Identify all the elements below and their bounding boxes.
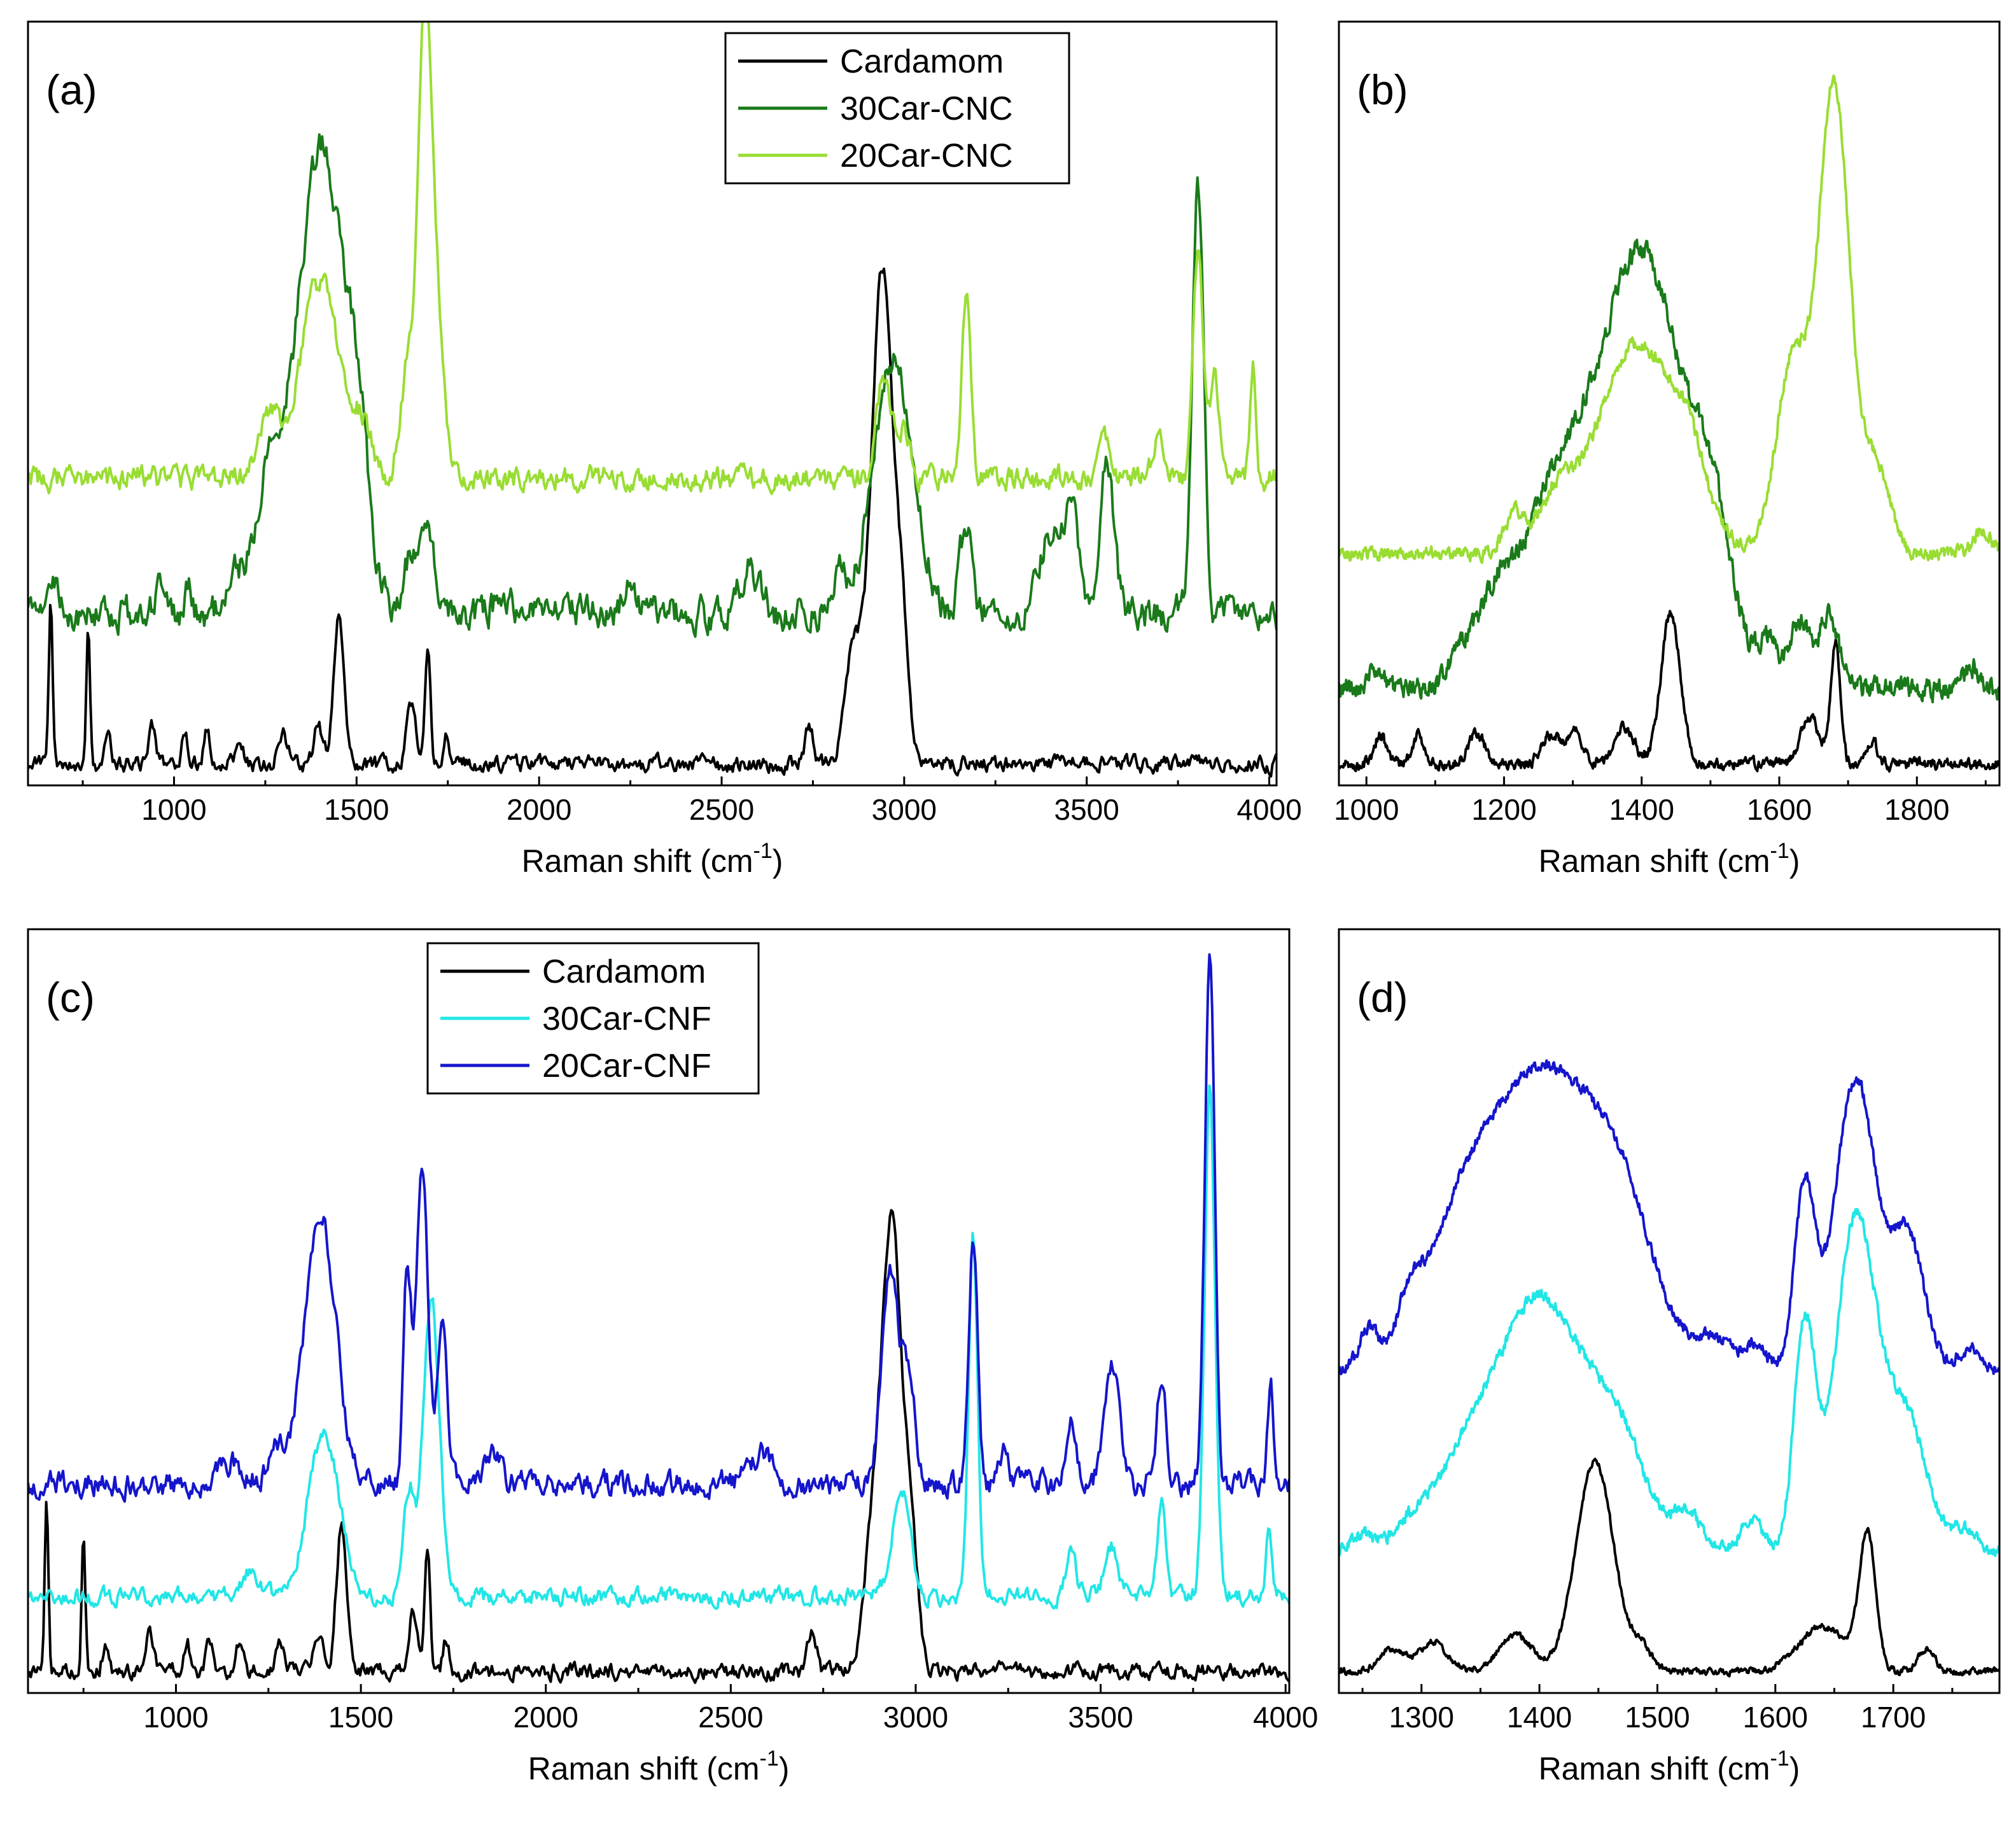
x-axis-label-text: Raman shift (cm	[1539, 843, 1770, 879]
x-axis-label-superscript: -1	[753, 839, 773, 863]
x-axis-label-text: Raman shift (cm	[522, 843, 753, 879]
panel-b: 1000 1200 1400 1600 1800 Raman shift (cm-1) (b…	[1334, 20, 2001, 879]
legend-entry: 30Car-CNF	[542, 1001, 711, 1037]
panel-c: 1000 1500 2000 2500 3000 3500 4000 Raman shift …	[27, 928, 1318, 1787]
x-tick-label-a: 1000	[141, 793, 206, 826]
x-axis-label-c: Raman shift (cm-1)	[528, 1746, 790, 1787]
panel-d: 1300 1400 1500 1600 1700 Raman shift (cm-1) (d…	[1338, 928, 2001, 1787]
series-30car-cnf-d	[1339, 1207, 1999, 1557]
x-tick-label-c: 1500	[328, 1701, 393, 1734]
series-30car-cnc-a	[28, 133, 1277, 638]
plot-frame-c	[27, 928, 1291, 1694]
panel-label-b: (b)	[1357, 66, 1408, 113]
legend-entry: Cardamom	[542, 953, 706, 990]
x-axis-label-a: Raman shift (cm-1)	[522, 839, 783, 879]
legend-a: Cardamom 30Car-CNC 20Car-CNC	[724, 32, 1070, 185]
x-axis-label-superscript: -1	[760, 1746, 779, 1771]
panel-label-d: (d)	[1357, 974, 1408, 1021]
legend-entry: Cardamom	[840, 43, 1004, 80]
panel-label-a: (a)	[46, 66, 97, 113]
x-tick-label-c: 2000	[514, 1701, 578, 1734]
x-tick-label-a: 3500	[1054, 793, 1119, 826]
x-tick-label-a: 4000	[1236, 793, 1301, 826]
legend-entry: 30Car-CNC	[840, 90, 1013, 127]
x-tick-label-b: 1200	[1471, 793, 1536, 826]
series-20car-cnc-a	[28, 22, 1277, 495]
x-axis-label-close: )	[1789, 843, 1800, 879]
series-30car-cnf-c	[28, 1084, 1289, 1610]
plot-frame-b	[1338, 20, 2001, 787]
series-cardamom-a	[28, 267, 1277, 778]
plot-frame-a	[27, 20, 1278, 787]
legend-entry: 20Car-CNF	[542, 1048, 711, 1085]
series-cardamom-c	[28, 1209, 1289, 1684]
legend-c: Cardamom 30Car-CNF 20Car-CNF	[426, 942, 760, 1095]
x-tick-label-d: 1400	[1507, 1701, 1572, 1734]
x-tick-label-c: 1000	[143, 1701, 208, 1734]
panel-label-c: (c)	[46, 974, 95, 1021]
x-tick-label-d: 1500	[1625, 1701, 1690, 1734]
series-cardamom-b	[1339, 610, 1999, 773]
x-axis-label-close: )	[779, 1751, 790, 1787]
series-30car-cnc-b	[1339, 238, 1999, 704]
series-cardamom-d	[1339, 1457, 1999, 1678]
x-tick-label-a: 2500	[689, 793, 754, 826]
series-20car-cnf-d	[1339, 1059, 1999, 1375]
x-axis-label-d: Raman shift (cm-1)	[1539, 1746, 1800, 1787]
x-tick-label-b: 1600	[1747, 793, 1812, 826]
x-axis-label-b: Raman shift (cm-1)	[1539, 839, 1800, 879]
x-tick-label-b: 1400	[1609, 793, 1674, 826]
x-tick-label-d: 1600	[1743, 1701, 1808, 1734]
panel-a: 1000 1500 2000 2500 3000 3500 4000 Raman shift …	[27, 20, 1302, 879]
series-20car-cnc-b	[1339, 74, 1999, 565]
legend-entry: 20Car-CNC	[840, 137, 1013, 174]
x-tick-label-d: 1300	[1389, 1701, 1454, 1734]
x-tick-label-b: 1800	[1884, 793, 1949, 826]
x-tick-label-d: 1700	[1861, 1701, 1926, 1734]
x-axis-label-superscript: -1	[1770, 1746, 1789, 1771]
x-tick-label-a: 3000	[872, 793, 937, 826]
series-20car-cnf-c	[28, 953, 1289, 1503]
x-axis-label-close: )	[1789, 1751, 1800, 1787]
plot-frame-d	[1338, 928, 2001, 1694]
x-tick-label-a: 1500	[324, 793, 389, 826]
x-tick-label-a: 2000	[507, 793, 571, 826]
x-tick-label-b: 1000	[1334, 793, 1399, 826]
x-tick-label-c: 3000	[883, 1701, 948, 1734]
x-axis-label-superscript: -1	[1770, 839, 1789, 863]
x-tick-label-c: 3500	[1068, 1701, 1133, 1734]
x-tick-label-c: 2500	[698, 1701, 763, 1734]
x-axis-label-text: Raman shift (cm	[1539, 1751, 1770, 1787]
x-axis-label-close: )	[773, 843, 783, 879]
x-axis-label-text: Raman shift (cm	[528, 1751, 760, 1787]
x-tick-label-c: 4000	[1253, 1701, 1318, 1734]
